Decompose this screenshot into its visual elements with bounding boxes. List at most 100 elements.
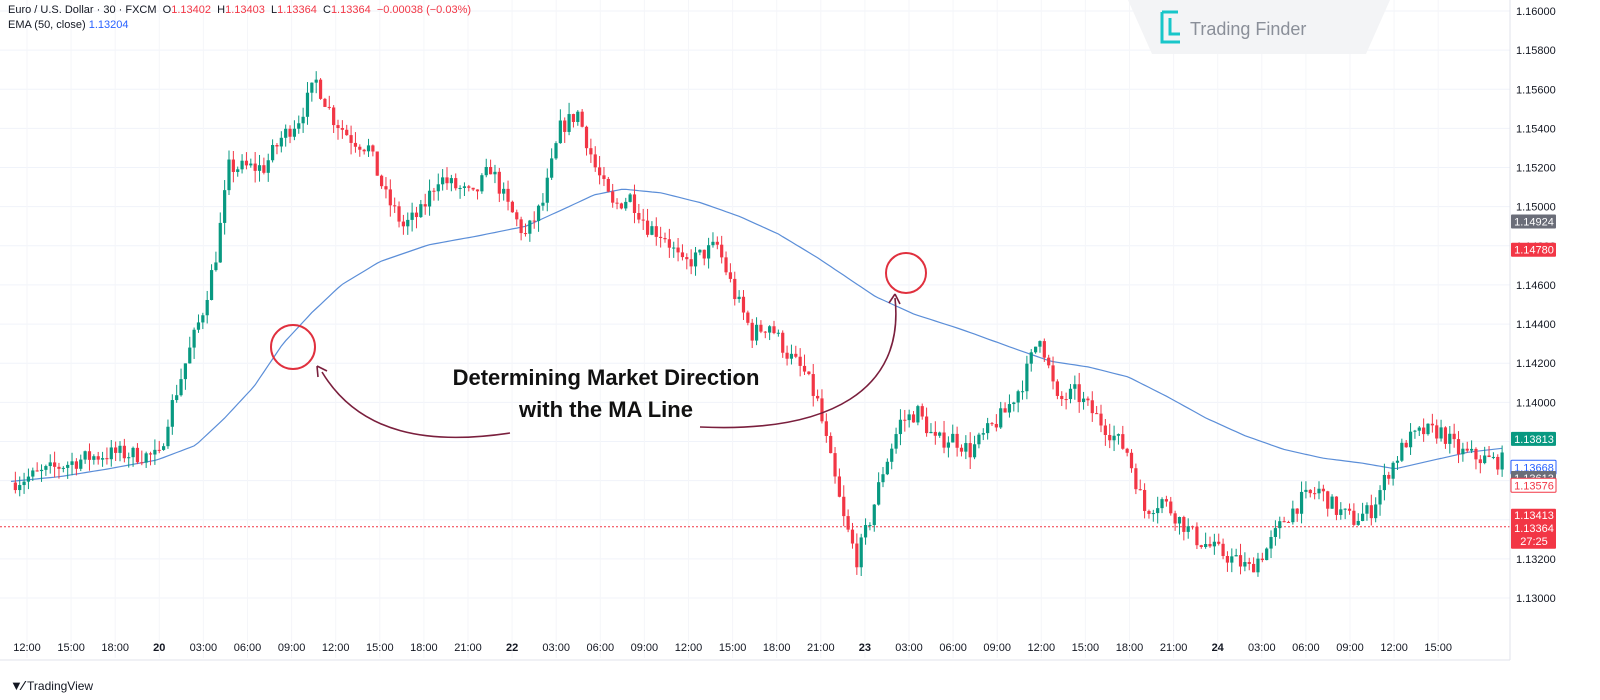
candle: [964, 435, 968, 460]
candle: [1308, 489, 1312, 498]
candle: [1295, 508, 1299, 522]
close-label: C: [322, 4, 331, 16]
candle: [393, 197, 397, 213]
x-tick-label: 18:00: [101, 642, 129, 654]
candle: [938, 431, 942, 438]
candle: [144, 451, 148, 468]
ema-cross-circle-right: [885, 252, 927, 294]
candle: [1400, 438, 1404, 463]
candle: [584, 125, 589, 156]
x-tick-label: 21:00: [454, 642, 482, 654]
candle: [532, 211, 536, 229]
candle: [737, 290, 741, 303]
candle: [423, 193, 427, 215]
candle: [257, 154, 262, 182]
y-tick-label: 1.14200: [1516, 358, 1556, 370]
candle: [1247, 557, 1251, 571]
close-value: 1.13364: [330, 4, 371, 16]
candle: [567, 102, 571, 136]
candle: [720, 235, 724, 264]
trading-finder-logo-icon: [1160, 10, 1180, 44]
candle: [881, 467, 885, 488]
candle: [1243, 552, 1247, 572]
candle: [829, 432, 833, 454]
candle: [1269, 530, 1273, 559]
candle: [1007, 394, 1012, 418]
y-tick-label: 1.13200: [1516, 554, 1556, 566]
svg-text:1.13813: 1.13813: [1514, 434, 1554, 446]
candle: [510, 200, 514, 213]
candle: [768, 325, 772, 341]
candle: [628, 192, 632, 203]
candle: [946, 436, 950, 458]
candle: [536, 204, 541, 232]
candle: [663, 232, 667, 243]
legend-ema-line[interactable]: EMA (50, close) 1.13204: [8, 19, 128, 31]
candle: [1456, 431, 1461, 464]
candle: [179, 368, 183, 397]
y-tick-label: 1.15800: [1516, 45, 1556, 57]
candle: [619, 202, 623, 210]
candle: [209, 264, 214, 301]
candle: [1042, 338, 1046, 362]
candle: [1395, 456, 1400, 470]
candle: [31, 467, 35, 481]
tradingview-footer[interactable]: ▼⁄ TradingView: [10, 678, 93, 693]
candle: [1374, 497, 1378, 523]
candle: [1343, 508, 1347, 520]
candle: [353, 132, 358, 153]
candle: [1221, 538, 1225, 560]
candle: [1012, 401, 1016, 412]
candle: [166, 419, 170, 449]
x-tick-label: 12:00: [1380, 642, 1408, 654]
candle: [26, 468, 31, 490]
x-tick-label: 03:00: [542, 642, 570, 654]
candle: [105, 447, 109, 465]
x-tick-label: 06:00: [234, 642, 262, 654]
candle: [96, 451, 100, 465]
candle: [201, 312, 205, 330]
candle: [933, 421, 937, 445]
candle: [781, 330, 785, 358]
time-axis: 12:00 15:00 18:00 20 03:00 06:00 09:00 12:00 15:…: [13, 642, 1452, 654]
candle: [427, 179, 432, 216]
candle: [484, 158, 488, 178]
candle: [1147, 509, 1151, 519]
candle: [323, 97, 327, 108]
candle: [667, 228, 671, 258]
candle: [493, 164, 497, 184]
candle: [1273, 520, 1277, 546]
candle: [314, 71, 318, 94]
candle: [741, 290, 746, 320]
candle: [1064, 392, 1068, 410]
candle: [244, 152, 249, 170]
candle: [188, 336, 192, 364]
candle: [1496, 454, 1500, 475]
candle: [920, 403, 924, 420]
candle: [1404, 440, 1408, 448]
candle: [515, 209, 519, 227]
candle: [816, 389, 820, 402]
candle: [305, 82, 310, 125]
candle: [1387, 471, 1391, 485]
annotation-text-line1: Determining Market Direction: [453, 365, 760, 390]
x-tick-label: 09:00: [1336, 642, 1364, 654]
candle: [205, 290, 209, 324]
x-tick-label: 12:00: [13, 642, 41, 654]
candle: [310, 82, 314, 102]
candle: [698, 249, 702, 256]
x-tick-label: 03:00: [895, 642, 923, 654]
candle: [74, 458, 78, 476]
candle: [127, 452, 131, 468]
candle: [345, 124, 349, 136]
candle: [214, 251, 218, 272]
candle: [13, 471, 17, 494]
x-tick-label: 15:00: [1072, 642, 1100, 654]
candle: [445, 167, 449, 190]
candle: [846, 509, 850, 533]
candle: [410, 202, 414, 232]
ema-label: EMA (50, close): [8, 19, 86, 31]
candle: [1487, 446, 1491, 458]
candle: [1470, 440, 1474, 454]
